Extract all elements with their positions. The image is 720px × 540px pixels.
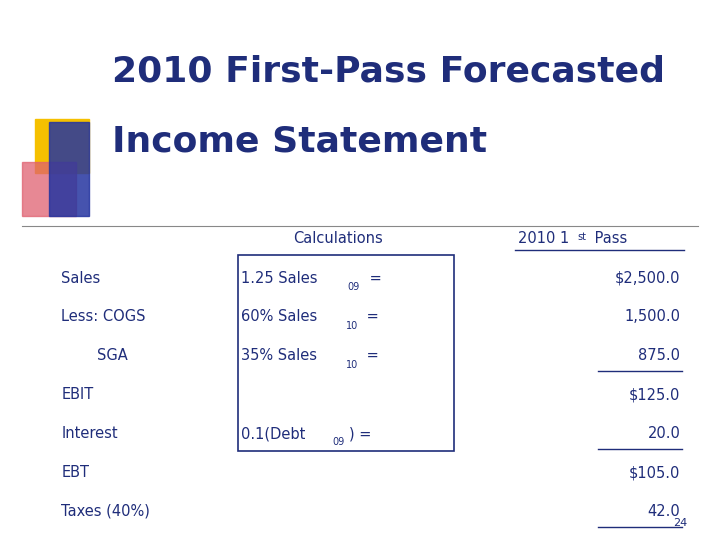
Bar bbox=[238, 255, 454, 451]
Text: 875.0: 875.0 bbox=[639, 348, 680, 363]
Text: Less: COGS: Less: COGS bbox=[61, 309, 145, 325]
Text: SGA: SGA bbox=[97, 348, 128, 363]
Text: 2010 First-Pass Forecasted: 2010 First-Pass Forecasted bbox=[112, 54, 665, 88]
Text: 10: 10 bbox=[346, 360, 359, 369]
Bar bbox=[22, 162, 76, 216]
Text: $105.0: $105.0 bbox=[629, 465, 680, 480]
Bar bbox=[49, 122, 89, 216]
Bar bbox=[35, 119, 89, 173]
Text: $2,500.0: $2,500.0 bbox=[615, 271, 680, 286]
Text: Sales: Sales bbox=[61, 271, 101, 286]
Text: EBIT: EBIT bbox=[61, 387, 94, 402]
Text: 35% Sales: 35% Sales bbox=[241, 348, 318, 363]
Text: 60% Sales: 60% Sales bbox=[241, 309, 318, 325]
Text: 09: 09 bbox=[332, 437, 344, 447]
Text: =: = bbox=[362, 348, 379, 363]
Text: 20.0: 20.0 bbox=[647, 426, 680, 441]
Text: Pass: Pass bbox=[590, 231, 628, 246]
Text: 09: 09 bbox=[348, 282, 360, 292]
Text: st: st bbox=[577, 232, 586, 242]
Text: 1,500.0: 1,500.0 bbox=[624, 309, 680, 325]
Text: Income Statement: Income Statement bbox=[112, 124, 487, 158]
Text: $125.0: $125.0 bbox=[629, 387, 680, 402]
Text: 0.1(Debt: 0.1(Debt bbox=[241, 426, 305, 441]
Text: 10: 10 bbox=[346, 321, 359, 330]
Text: 2010 1: 2010 1 bbox=[518, 231, 570, 246]
Text: =: = bbox=[362, 309, 379, 325]
Text: 42.0: 42.0 bbox=[648, 504, 680, 519]
Text: Interest: Interest bbox=[61, 426, 118, 441]
Text: 1.25 Sales: 1.25 Sales bbox=[241, 271, 318, 286]
Text: Taxes (40%): Taxes (40%) bbox=[61, 504, 150, 519]
Text: 24: 24 bbox=[673, 518, 688, 528]
Text: ) =: ) = bbox=[349, 426, 372, 441]
Text: Calculations: Calculations bbox=[294, 231, 383, 246]
Text: EBT: EBT bbox=[61, 465, 89, 480]
Text: =: = bbox=[365, 271, 382, 286]
